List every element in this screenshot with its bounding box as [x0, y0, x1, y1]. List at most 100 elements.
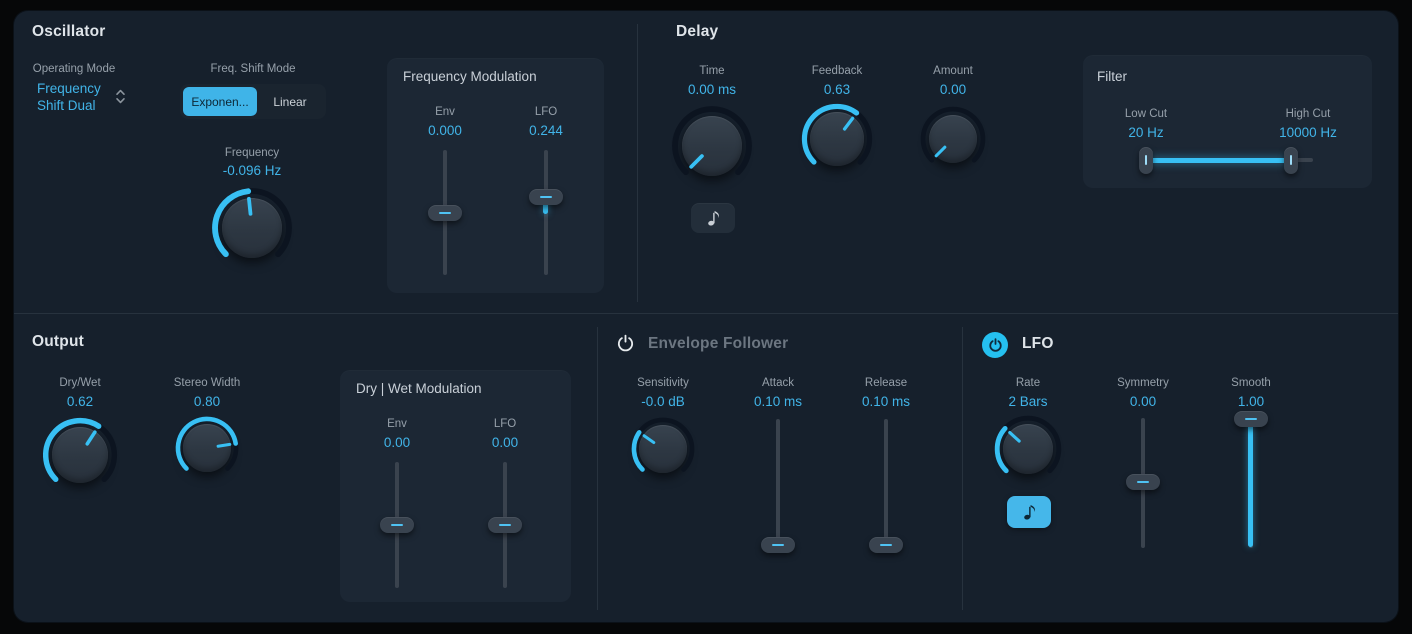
freq-shift-mode-segmented-control: Exponen... Linear — [180, 84, 326, 119]
slider-fill — [543, 198, 548, 214]
symmetry-label: Symmetry — [1117, 377, 1169, 389]
delay-feedback-label: Feedback — [811, 65, 863, 77]
delay-time-value: 0.00 ms — [687, 82, 737, 97]
delay-amount-label: Amount — [933, 65, 973, 77]
stereo-width-value: 0.80 — [193, 394, 221, 409]
rate-value: 2 Bars — [1008, 394, 1048, 409]
dw-lfo-label: LFO — [493, 418, 517, 430]
lfo-power-button[interactable] — [982, 332, 1008, 358]
slider-handle[interactable] — [1234, 411, 1268, 427]
envelope-follower-power-button[interactable] — [616, 333, 635, 358]
frequency-knob[interactable] — [210, 186, 294, 270]
sensitivity-label: Sensitivity — [637, 377, 689, 389]
delay-amount-value: 0.00 — [939, 82, 967, 97]
high-cut-label: High Cut — [1285, 108, 1331, 120]
delay-time-label: Time — [699, 65, 725, 77]
slider-fill — [1248, 418, 1253, 547]
knob-arc — [920, 106, 986, 163]
dry-wet-value: 0.62 — [66, 394, 94, 409]
knob-body — [51, 426, 109, 484]
delay-feedback-knob[interactable] — [800, 102, 874, 176]
slider-handle[interactable] — [869, 537, 903, 553]
stereo-width-label: Stereo Width — [173, 377, 241, 389]
delay-tempo-sync-button[interactable] — [691, 203, 735, 233]
dry-wet-modulation-title: Dry | Wet Modulation — [356, 381, 482, 396]
high-cut-handle[interactable] — [1284, 146, 1298, 174]
release-slider[interactable] — [866, 419, 906, 553]
rate-knob[interactable] — [993, 414, 1063, 484]
frequency-label: Frequency — [224, 147, 280, 159]
filter-range-slider[interactable] — [1136, 146, 1322, 174]
knob-arc — [801, 103, 873, 165]
slider-handle[interactable] — [1126, 474, 1160, 490]
knob-arc — [175, 416, 239, 471]
frequency-value: -0.096 Hz — [222, 163, 282, 178]
delay-feedback-value: 0.63 — [823, 82, 851, 97]
low-cut-handle[interactable] — [1139, 146, 1153, 174]
fm-env-label: Env — [435, 106, 455, 118]
operating-mode-value-line2: Shift Dual — [37, 98, 96, 113]
fm-lfo-slider[interactable] — [526, 150, 566, 275]
release-label: Release — [864, 377, 908, 389]
attack-slider[interactable] — [758, 419, 798, 553]
output-section-title: Output — [32, 333, 84, 350]
dw-lfo-value: 0.00 — [491, 435, 519, 450]
delay-amount-knob[interactable] — [919, 105, 987, 173]
knob-body — [810, 112, 864, 166]
dw-env-value: 0.00 — [383, 435, 411, 450]
eighth-note-icon — [1023, 504, 1035, 520]
knob-body — [183, 424, 231, 472]
fm-env-slider[interactable] — [425, 150, 465, 275]
dw-env-label: Env — [387, 418, 407, 430]
delay-section-title: Delay — [676, 23, 719, 40]
slider-track — [884, 419, 888, 553]
stereo-width-knob[interactable] — [174, 415, 240, 481]
dw-env-slider[interactable] — [377, 462, 417, 588]
dw-lfo-slider[interactable] — [485, 462, 525, 588]
frequency-modulation-title: Frequency Modulation — [403, 69, 537, 84]
divider — [637, 24, 638, 302]
knob-arc — [42, 417, 118, 482]
delay-time-knob[interactable] — [670, 104, 754, 188]
slider-handle[interactable] — [428, 205, 462, 221]
divider — [962, 327, 963, 610]
low-cut-value: 20 Hz — [1128, 125, 1164, 140]
slider-fill — [1146, 157, 1291, 163]
operating-mode-value-line1: Frequency — [37, 81, 101, 96]
release-value: 0.10 ms — [861, 394, 911, 409]
high-cut-value: 10000 Hz — [1279, 125, 1337, 140]
knob-body — [639, 425, 687, 473]
freq-shift-mode-option-linear[interactable]: Linear — [273, 94, 307, 109]
smooth-label: Smooth — [1231, 377, 1271, 389]
power-icon — [617, 334, 634, 352]
fm-env-value: 0.000 — [428, 123, 462, 138]
smooth-slider[interactable] — [1231, 411, 1271, 548]
slider-handle[interactable] — [761, 537, 795, 553]
dry-wet-label: Dry/Wet — [59, 377, 101, 389]
dry-wet-modulation-panel — [340, 370, 571, 602]
lfo-tempo-sync-button[interactable] — [1007, 496, 1051, 528]
slider-handle[interactable] — [529, 189, 563, 205]
filter-title: Filter — [1097, 69, 1127, 84]
operating-mode-label: Operating Mode — [32, 63, 116, 75]
slider-handle[interactable] — [380, 517, 414, 533]
dry-wet-knob[interactable] — [41, 416, 119, 494]
lfo-section-title: LFO — [1022, 335, 1054, 352]
slider-handle[interactable] — [488, 517, 522, 533]
fm-lfo-value: 0.244 — [529, 123, 563, 138]
knob-arc — [672, 106, 752, 176]
knob-arc — [631, 417, 695, 472]
oscillator-section-title: Oscillator — [32, 23, 106, 40]
knob-arc — [994, 415, 1062, 474]
freq-shift-mode-label: Freq. Shift Mode — [210, 63, 296, 75]
low-cut-label: Low Cut — [1124, 108, 1168, 120]
symmetry-slider[interactable] — [1123, 418, 1163, 548]
divider — [597, 327, 598, 610]
sensitivity-knob[interactable] — [630, 416, 696, 482]
knob-body — [221, 197, 283, 259]
freq-shift-mode-option-exponential[interactable]: Exponen... — [183, 87, 257, 116]
eighth-note-icon — [707, 210, 719, 226]
divider — [14, 313, 1398, 314]
attack-label: Attack — [762, 377, 794, 389]
